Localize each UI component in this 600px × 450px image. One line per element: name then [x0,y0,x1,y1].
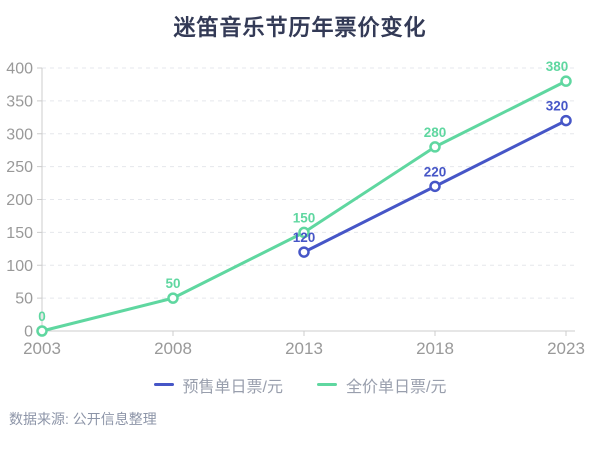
svg-text:320: 320 [546,99,569,114]
fullprice-line-swatch-icon [317,383,337,386]
svg-text:220: 220 [424,164,447,179]
svg-text:50: 50 [165,276,180,291]
legend-item-presale[interactable]: 预售单日票/元 [153,373,283,397]
svg-text:2003: 2003 [23,339,61,358]
svg-text:380: 380 [546,59,569,74]
svg-text:350: 350 [6,93,33,110]
svg-text:2023: 2023 [547,339,585,358]
svg-text:400: 400 [6,61,33,78]
svg-text:2018: 2018 [416,339,454,358]
svg-text:100: 100 [6,258,33,275]
legend-label-presale: 预售单日票/元 [182,378,283,396]
svg-text:2013: 2013 [285,339,323,358]
svg-text:200: 200 [6,192,33,209]
svg-text:280: 280 [424,125,447,140]
svg-text:50: 50 [15,291,33,308]
chart-legend: 预售单日票/元 全价单日票/元 [0,373,600,397]
svg-text:2008: 2008 [154,339,192,358]
svg-text:300: 300 [6,126,33,143]
line-chart-plot-area: 0 50 100 150 200 250 300 350 400 2003 2008 2013 2018… [6,59,585,358]
presale-line-swatch-icon [153,383,174,386]
svg-text:0: 0 [38,309,46,324]
legend-item-fullprice[interactable]: 全价单日票/元 [317,373,446,397]
chart-title: 迷笛音乐节历年票价变化 [173,15,427,40]
data-source-note: 数据来源: 公开信息整理 [9,411,157,427]
svg-text:150: 150 [6,225,33,242]
svg-text:120: 120 [293,230,316,245]
svg-text:250: 250 [6,159,33,176]
legend-label-fullprice: 全价单日票/元 [346,378,447,396]
svg-text:0: 0 [24,324,33,341]
svg-text:150: 150 [293,210,316,225]
